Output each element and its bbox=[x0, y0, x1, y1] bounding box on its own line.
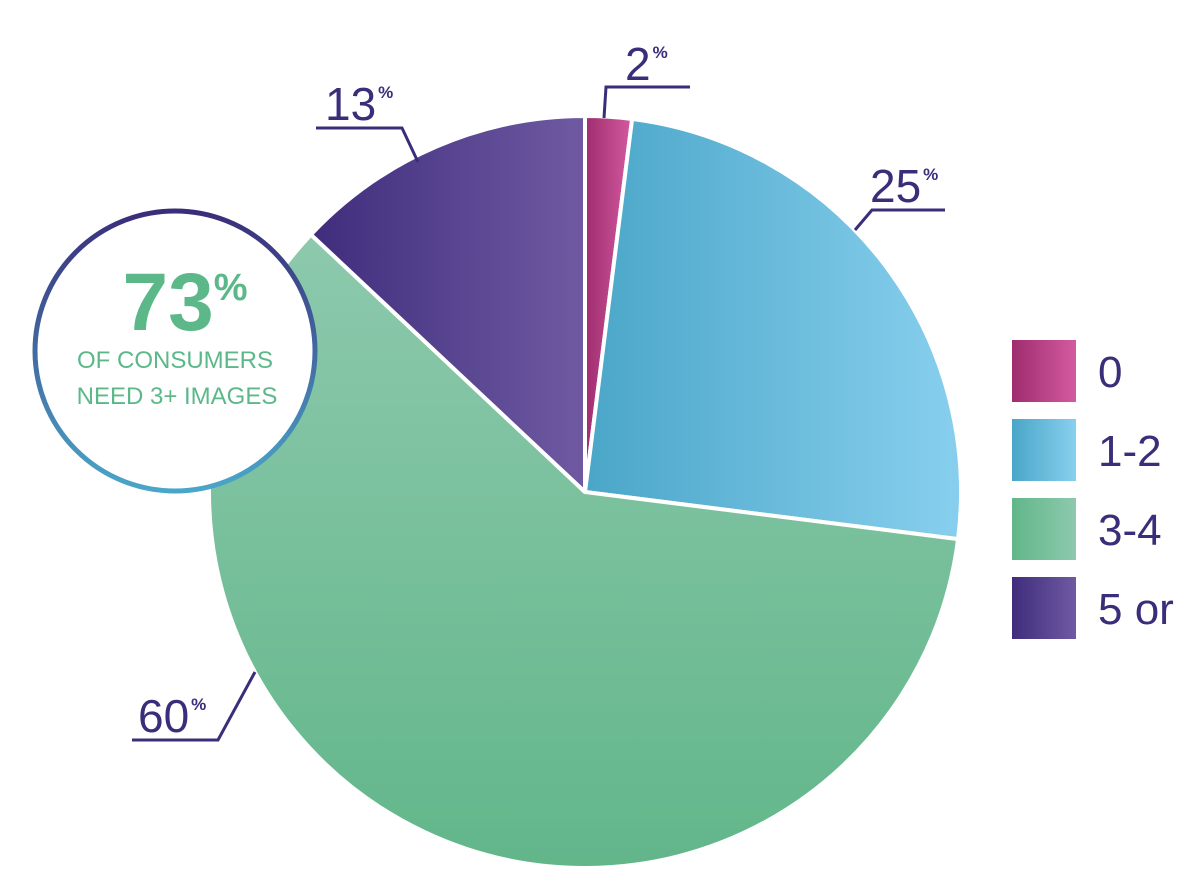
callout-percentage: 73% bbox=[122, 257, 247, 348]
value-label-number: 60 bbox=[138, 690, 189, 742]
legend-swatch-5-or bbox=[1012, 577, 1076, 639]
leader-line-3-4 bbox=[132, 671, 257, 742]
legend-swatch-3-4 bbox=[1012, 498, 1076, 560]
callout-unit: % bbox=[214, 267, 248, 309]
callout-line-1: OF CONSUMERS bbox=[77, 347, 273, 374]
leader-lines bbox=[132, 85, 945, 742]
pie-slices bbox=[207, 113, 964, 870]
legend: 0 1-2 3-4 5 or bbox=[1012, 340, 1174, 639]
leader-line-1-2 bbox=[853, 208, 945, 231]
legend-item-1-2: 1-2 bbox=[1012, 419, 1162, 481]
value-label-unit: % bbox=[191, 695, 206, 714]
callout-circle bbox=[32, 208, 318, 494]
value-label-0: 2% bbox=[625, 38, 668, 90]
legend-item-5-or: 5 or bbox=[1012, 577, 1174, 639]
value-label-unit: % bbox=[923, 165, 938, 184]
value-label-5-or: 13% bbox=[325, 78, 393, 130]
value-label-1-2: 25% bbox=[870, 160, 938, 212]
pie-slice-5-or bbox=[308, 114, 587, 494]
legend-label-1-2: 1-2 bbox=[1098, 427, 1162, 476]
value-label-number: 2 bbox=[625, 38, 651, 90]
legend-item-0: 0 bbox=[1012, 340, 1122, 402]
callout-bubble: 73% OF CONSUMERS NEED 3+ IMAGES bbox=[32, 208, 318, 494]
callout-number: 73 bbox=[122, 257, 213, 348]
value-label-number: 13 bbox=[325, 78, 376, 130]
pie-slice-1-2 bbox=[583, 116, 964, 542]
leader-line-5-or bbox=[316, 126, 420, 163]
value-label-3-4: 60% bbox=[138, 690, 206, 742]
value-label-unit: % bbox=[378, 83, 393, 102]
value-labels: 2 %25 %60 %13% bbox=[138, 38, 938, 742]
legend-swatch-0 bbox=[1012, 340, 1076, 402]
callout-line-2: NEED 3+ IMAGES bbox=[77, 383, 278, 410]
value-label-number: 25 bbox=[870, 160, 921, 212]
value-label-unit: % bbox=[653, 43, 668, 62]
legend-swatch-1-2 bbox=[1012, 419, 1076, 481]
legend-label-0: 0 bbox=[1098, 348, 1122, 397]
leader-line-0 bbox=[602, 85, 690, 119]
legend-item-3-4: 3-4 bbox=[1012, 498, 1162, 560]
legend-label-5-or: 5 or bbox=[1098, 585, 1174, 634]
legend-label-3-4: 3-4 bbox=[1098, 506, 1162, 555]
